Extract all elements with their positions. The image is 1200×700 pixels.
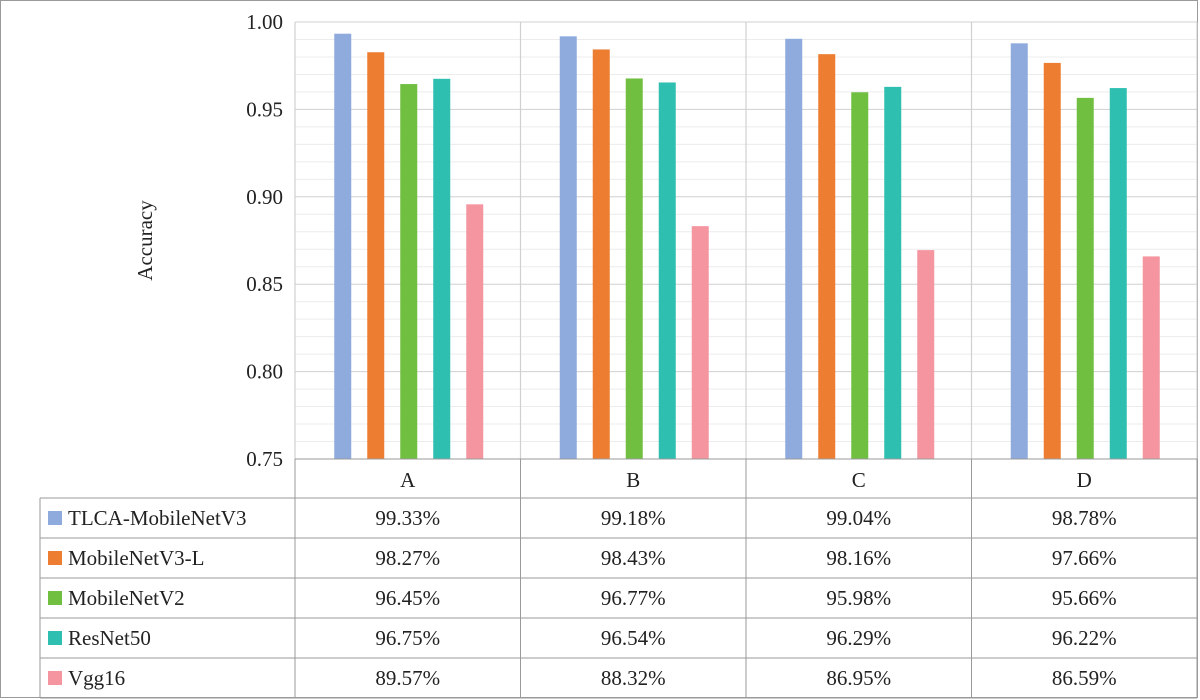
- data-label: 98.78%: [1052, 506, 1117, 530]
- data-label: 88.32%: [601, 666, 666, 690]
- data-label: 86.59%: [1052, 666, 1117, 690]
- data-label: 96.29%: [826, 626, 891, 650]
- legend-entry: ResNet50: [68, 626, 151, 650]
- data-label: 98.27%: [375, 546, 440, 570]
- bar-mobilenetv3-l-b: [592, 49, 610, 459]
- data-label: 96.77%: [601, 586, 666, 610]
- bar-resnet50-d: [1109, 88, 1127, 459]
- bar-mobilenetv3-l-a: [367, 52, 385, 460]
- data-label: 99.18%: [601, 506, 666, 530]
- bar-tlca-mobilenetv3-d: [1010, 43, 1028, 460]
- bar-mobilenetv2-b: [625, 78, 643, 460]
- legend-entry: MobileNetV3-L: [68, 546, 204, 570]
- bar-mobilenetv3-l-d: [1043, 62, 1061, 459]
- legend-entry: Vgg16: [68, 666, 125, 690]
- y-tick-label: 0.80: [246, 360, 283, 384]
- legend-swatch: [48, 671, 62, 685]
- legend-entry: TLCA-MobileNetV3: [68, 506, 246, 530]
- category-label: A: [400, 468, 416, 492]
- bar-tlca-mobilenetv3-b: [559, 36, 577, 460]
- bar-tlca-mobilenetv3-a: [334, 33, 352, 459]
- data-label: 99.33%: [375, 506, 440, 530]
- bar-tlca-mobilenetv3-c: [785, 38, 803, 460]
- legend-swatch: [48, 511, 62, 525]
- bar-mobilenetv3-l-c: [818, 54, 836, 459]
- bar-mobilenetv2-c: [851, 92, 869, 460]
- y-tick-label: 1.00: [246, 10, 283, 34]
- y-tick-label: 0.85: [246, 272, 283, 296]
- legend-swatch: [48, 551, 62, 565]
- data-label: 95.98%: [826, 586, 891, 610]
- data-label: 96.54%: [601, 626, 666, 650]
- y-axis-label: Accuracy: [133, 200, 157, 281]
- bar-vgg16-c: [917, 250, 935, 459]
- y-tick-label: 0.90: [246, 185, 283, 209]
- data-label: 98.16%: [826, 546, 891, 570]
- data-label: 95.66%: [1052, 586, 1117, 610]
- bar-vgg16-b: [691, 226, 709, 459]
- bar-vgg16-d: [1142, 256, 1160, 459]
- bar-resnet50-b: [658, 82, 676, 459]
- data-label: 98.43%: [601, 546, 666, 570]
- y-tick-label: 0.95: [246, 97, 283, 121]
- data-label: 96.75%: [375, 626, 440, 650]
- category-label: C: [852, 468, 866, 492]
- y-tick-label: 0.75: [246, 447, 283, 471]
- bar-resnet50-a: [433, 78, 451, 459]
- data-label: 96.45%: [375, 586, 440, 610]
- category-label: B: [626, 468, 640, 492]
- legend-entry: MobileNetV2: [68, 586, 185, 610]
- legend-swatch: [48, 591, 62, 605]
- bar-vgg16-a: [466, 204, 484, 459]
- data-label: 96.22%: [1052, 626, 1117, 650]
- data-label: 97.66%: [1052, 546, 1117, 570]
- category-label: D: [1077, 468, 1092, 492]
- data-label: 89.57%: [375, 666, 440, 690]
- bar-mobilenetv2-d: [1076, 97, 1094, 460]
- data-label: 86.95%: [826, 666, 891, 690]
- bar-resnet50-c: [884, 86, 902, 459]
- data-label: 99.04%: [826, 506, 891, 530]
- legend-swatch: [48, 631, 62, 645]
- bar-mobilenetv2-a: [400, 84, 418, 459]
